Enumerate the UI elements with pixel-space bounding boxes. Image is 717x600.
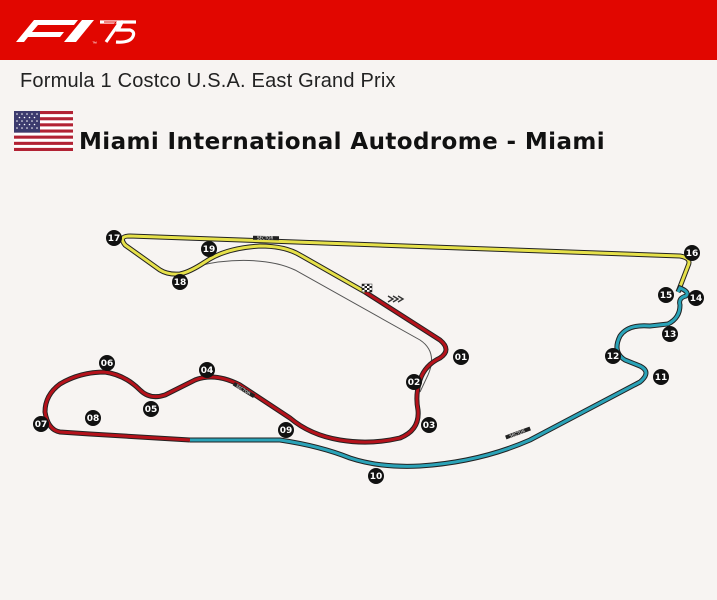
turn-label: 18: [174, 278, 187, 288]
turn-marker-circle: [368, 468, 384, 484]
turn-marker: 02: [406, 374, 422, 390]
header-bar: ™: [0, 0, 717, 60]
turn-marker-circle: [85, 410, 101, 426]
turn-marker: 06: [99, 355, 115, 371]
turn-label: 16: [686, 249, 699, 259]
turn-marker-circle: [406, 374, 422, 390]
direction-arrows-icon: [387, 295, 405, 303]
turn-marker: 16: [684, 245, 700, 261]
turn-label: 03: [423, 421, 436, 431]
turn-marker: 19: [201, 241, 217, 257]
turn-label: 02: [408, 378, 421, 388]
turn-marker-circle: [201, 241, 217, 257]
turn-label: 14: [690, 294, 703, 304]
circuit-name: Miami International Autodrome - Miami: [79, 129, 606, 155]
turn-marker: 14: [688, 290, 704, 306]
turn-marker: 13: [662, 326, 678, 342]
turn-marker: 07: [33, 416, 49, 432]
turn-marker-circle: [421, 417, 437, 433]
sector-2-label: SECTOR: [509, 428, 526, 438]
turn-marker: 04: [199, 362, 215, 378]
event-title: Formula 1 Costco U.S.A. East Grand Prix: [20, 70, 396, 92]
turn-label: 04: [201, 366, 214, 376]
turn-marker: 12: [605, 348, 621, 364]
svg-text:™: ™: [92, 41, 97, 46]
turn-marker: 08: [85, 410, 101, 426]
turn-marker: 01: [453, 349, 469, 365]
turn-label: 01: [455, 353, 468, 363]
turn-marker-circle: [684, 245, 700, 261]
turn-label: 19: [203, 245, 216, 255]
turn-marker-circle: [605, 348, 621, 364]
sector-3-label: SECTOR: [257, 236, 273, 241]
turn-marker: 05: [143, 401, 159, 417]
turn-label: 11: [655, 373, 668, 383]
turn-label: 10: [370, 472, 383, 482]
turn-label: 13: [664, 330, 677, 340]
turn-label: 12: [607, 352, 620, 362]
turn-marker: 09: [278, 422, 294, 438]
turn-marker-circle: [99, 355, 115, 371]
turn-marker-circle: [33, 416, 49, 432]
turn-marker-circle: [453, 349, 469, 365]
turn-marker-circle: [278, 422, 294, 438]
turn-marker-circle: [662, 326, 678, 342]
turn-marker-circle: [143, 401, 159, 417]
usa-flag-icon: [14, 111, 73, 151]
pit-lane: [197, 259, 433, 393]
turn-marker: 15: [658, 287, 674, 303]
turn-marker: 03: [421, 417, 437, 433]
turn-marker: 18: [172, 274, 188, 290]
turn-marker-circle: [172, 274, 188, 290]
turn-marker: 11: [653, 369, 669, 385]
turn-marker-circle: [199, 362, 215, 378]
turn-marker-circle: [653, 369, 669, 385]
turn-label: 05: [145, 405, 158, 415]
turn-marker: 10: [368, 468, 384, 484]
checkered-flag-icon: [361, 283, 373, 293]
f1-75-logo-icon: ™: [16, 20, 136, 46]
turn-label: 07: [35, 420, 48, 430]
turn-marker-circle: [688, 290, 704, 306]
turn-marker: 17: [106, 230, 122, 246]
turn-label: 09: [280, 426, 293, 436]
turn-label: 06: [101, 359, 114, 369]
turn-marker-circle: [106, 230, 122, 246]
turn-label: 08: [87, 414, 100, 424]
turn-markers: 01 02 03 04 05 06 07 08 09 10 11 12 13 14 15 16 17 18 19: [33, 230, 704, 484]
sector-2-path: SECTOR: [190, 284, 690, 469]
turn-label: 17: [108, 234, 121, 244]
turn-label: 15: [660, 291, 673, 301]
turn-marker-circle: [658, 287, 674, 303]
